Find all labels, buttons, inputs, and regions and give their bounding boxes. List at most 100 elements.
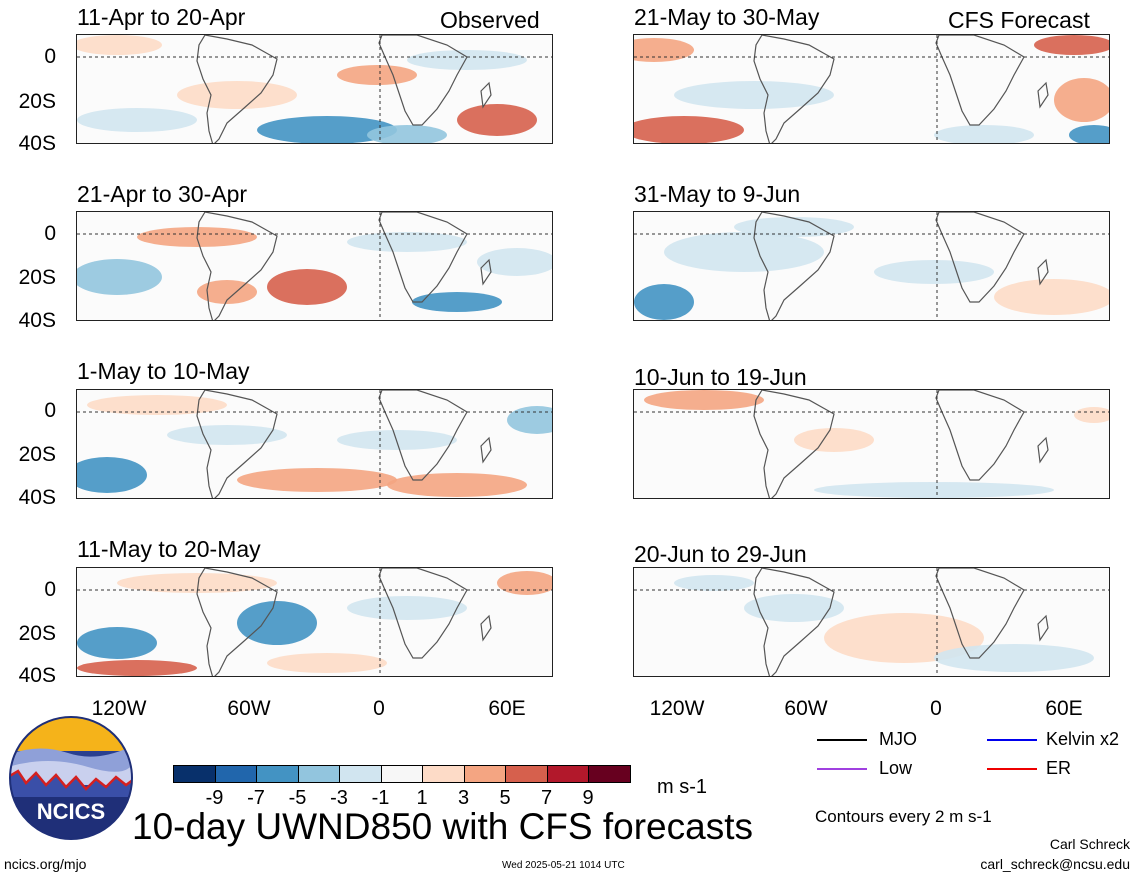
map-panel-left-1 bbox=[76, 34, 553, 144]
anomaly-region bbox=[77, 259, 162, 295]
anomaly-map bbox=[634, 35, 1109, 143]
anomaly-region bbox=[994, 279, 1109, 315]
panel-title-right-3: 10-Jun to 19-Jun bbox=[634, 364, 807, 390]
coastline bbox=[1037, 614, 1049, 642]
footer-url: ncics.org/mjo bbox=[4, 856, 87, 872]
anomaly-map bbox=[77, 390, 552, 498]
y-tick-20s: 20S bbox=[18, 266, 56, 289]
anomaly-region bbox=[934, 644, 1094, 672]
y-tick-0: 0 bbox=[44, 399, 56, 422]
y-tick-20s: 20S bbox=[18, 90, 56, 113]
observed-header: Observed bbox=[440, 7, 540, 33]
map-panel-right-1 bbox=[633, 34, 1110, 144]
footer-email: carl_schreck@ncsu.edu bbox=[980, 856, 1130, 872]
colorbar-tick-label: -7 bbox=[247, 787, 265, 809]
anomaly-region bbox=[237, 601, 317, 645]
coastline bbox=[753, 35, 835, 143]
colorbar-tick-label: 1 bbox=[416, 787, 428, 809]
panel-title-left-3: 1-May to 10-May bbox=[77, 358, 250, 384]
coastline bbox=[196, 35, 278, 143]
anomaly-region bbox=[77, 457, 147, 493]
anomaly-region bbox=[267, 653, 387, 673]
legend-low-label: Low bbox=[879, 758, 913, 778]
coastline bbox=[378, 390, 468, 481]
anomaly-region bbox=[734, 217, 854, 237]
x-tick-120w-left: 120W bbox=[91, 697, 147, 720]
anomaly-region bbox=[644, 390, 764, 410]
y-tick-0: 0 bbox=[44, 45, 56, 68]
anomaly-region bbox=[77, 627, 157, 659]
anomaly-region bbox=[934, 125, 1034, 143]
footer-timestamp: Wed 2025-05-21 1014 UTC bbox=[502, 860, 625, 871]
colorbar-swatch bbox=[297, 765, 340, 783]
x-tick-0-right: 0 bbox=[930, 697, 942, 720]
coastline bbox=[935, 212, 1025, 303]
y-tick-20s: 20S bbox=[18, 622, 56, 645]
anomaly-region bbox=[674, 575, 754, 591]
colorbar-units: m s-1 bbox=[657, 776, 707, 798]
coastline bbox=[196, 568, 278, 676]
panel-title-right-2: 31-May to 9-Jun bbox=[634, 181, 801, 207]
coastline bbox=[753, 390, 835, 498]
coastline bbox=[1037, 258, 1049, 286]
coastline bbox=[1037, 81, 1049, 109]
colorbar-swatch bbox=[173, 765, 216, 783]
anomaly-map bbox=[634, 568, 1109, 676]
map-panel-right-3 bbox=[633, 389, 1110, 499]
x-tick-60e-right: 60E bbox=[1045, 697, 1083, 720]
anomaly-region bbox=[814, 482, 1054, 498]
colorbar-swatch bbox=[256, 765, 299, 783]
coastline bbox=[1037, 436, 1049, 464]
legend-kelvin-line bbox=[987, 739, 1037, 741]
cfs-forecast-header: CFS Forecast bbox=[948, 7, 1090, 33]
anomaly-region bbox=[674, 81, 834, 109]
colorbar-swatch bbox=[588, 765, 631, 783]
colorbar-tick-label: -3 bbox=[330, 787, 348, 809]
coastline bbox=[480, 81, 492, 109]
anomaly-region bbox=[497, 571, 552, 595]
colorbar-tick-label: 3 bbox=[457, 787, 470, 809]
map-panel-left-2 bbox=[76, 211, 553, 321]
coastline bbox=[480, 614, 492, 642]
anomaly-region bbox=[824, 613, 984, 663]
anomaly-map bbox=[634, 390, 1109, 498]
x-tick-120w-right: 120W bbox=[649, 697, 705, 720]
anomaly-region bbox=[77, 108, 197, 132]
legend-mjo-line bbox=[817, 739, 867, 741]
anomaly-region bbox=[634, 284, 694, 320]
coastline bbox=[378, 212, 468, 303]
panel-title-left-2: 21-Apr to 30-Apr bbox=[77, 181, 248, 207]
colorbar-tick-label: -5 bbox=[288, 787, 307, 809]
anomaly-region bbox=[237, 468, 397, 492]
y-tick-0: 0 bbox=[44, 222, 56, 245]
anomaly-region bbox=[1054, 78, 1109, 122]
legend-er-label: ER bbox=[1046, 758, 1072, 778]
anomaly-region bbox=[117, 573, 277, 593]
anomaly-map bbox=[77, 568, 552, 676]
map-panel-left-3 bbox=[76, 389, 553, 499]
anomaly-region bbox=[257, 116, 397, 143]
colorbar-swatch bbox=[505, 765, 548, 783]
panel-title-left-4: 11-May to 20-May bbox=[77, 536, 261, 562]
anomaly-region bbox=[347, 596, 467, 620]
colorbar-swatch bbox=[214, 765, 257, 783]
legend-er-line bbox=[987, 768, 1037, 770]
colorbar-swatch bbox=[422, 765, 465, 783]
colorbar-swatch bbox=[463, 765, 506, 783]
coastline bbox=[480, 436, 492, 464]
anomaly-region bbox=[412, 292, 502, 312]
anomaly-region bbox=[1069, 125, 1109, 143]
y-tick-0: 0 bbox=[44, 578, 56, 601]
coastline bbox=[196, 390, 278, 498]
ncics-logo-icon: NCICS bbox=[9, 716, 133, 840]
anomaly-region bbox=[744, 594, 844, 622]
anomaly-region bbox=[167, 425, 287, 445]
anomaly-region bbox=[634, 116, 744, 143]
anomaly-region bbox=[874, 260, 994, 284]
anomaly-region bbox=[347, 232, 467, 252]
colorbar-tick-label: -1 bbox=[371, 787, 390, 809]
legend-mjo-label: MJO bbox=[879, 729, 917, 749]
coastline bbox=[378, 35, 468, 126]
anomaly-region bbox=[477, 248, 552, 276]
coastline bbox=[935, 35, 1025, 126]
